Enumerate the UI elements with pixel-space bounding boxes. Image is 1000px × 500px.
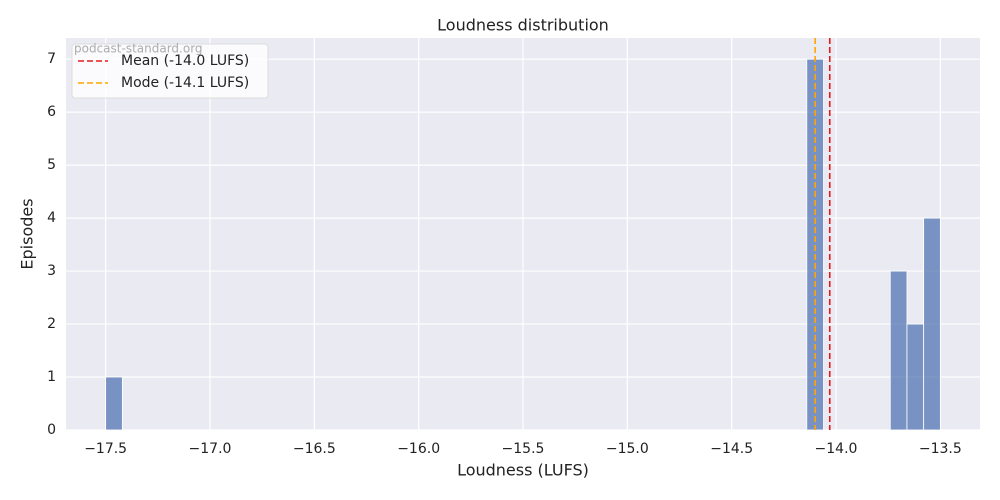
x-axis-label: Loudness (LUFS)	[457, 461, 589, 480]
bar	[906, 323, 925, 431]
y-tick-label: 7	[47, 51, 56, 67]
legend-label: Mode (-14.1 LUFS)	[121, 75, 249, 91]
x-tick-label: −16.5	[293, 441, 336, 457]
x-tick-label: −16.0	[397, 441, 440, 457]
chart-title: Loudness distribution	[437, 16, 609, 35]
x-tick-label: −15.0	[606, 441, 649, 457]
y-axis-label: Episodes	[18, 198, 37, 269]
legend-label: Mean (-14.0 LUFS)	[121, 53, 249, 69]
x-tick-label: −15.5	[502, 441, 545, 457]
y-tick-label: 5	[47, 157, 56, 173]
bar	[923, 217, 941, 431]
x-tick-label: −14.5	[710, 441, 753, 457]
watermark: podcast-standard.org	[74, 42, 203, 56]
y-tick-label: 2	[47, 316, 56, 332]
y-tick-label: 3	[47, 263, 56, 279]
y-tick-label: 6	[47, 104, 56, 120]
y-tick-label: 0	[47, 422, 56, 438]
x-tick-label: −17.0	[189, 441, 232, 457]
bar	[889, 270, 908, 431]
legend-box	[71, 43, 269, 99]
x-tick-label: −13.5	[919, 441, 962, 457]
y-tick-label: 1	[47, 369, 56, 385]
x-tick-label: −14.0	[815, 441, 858, 457]
y-tick-label: 4	[47, 210, 56, 226]
bar	[105, 376, 123, 431]
x-tick-label: −17.5	[84, 441, 127, 457]
